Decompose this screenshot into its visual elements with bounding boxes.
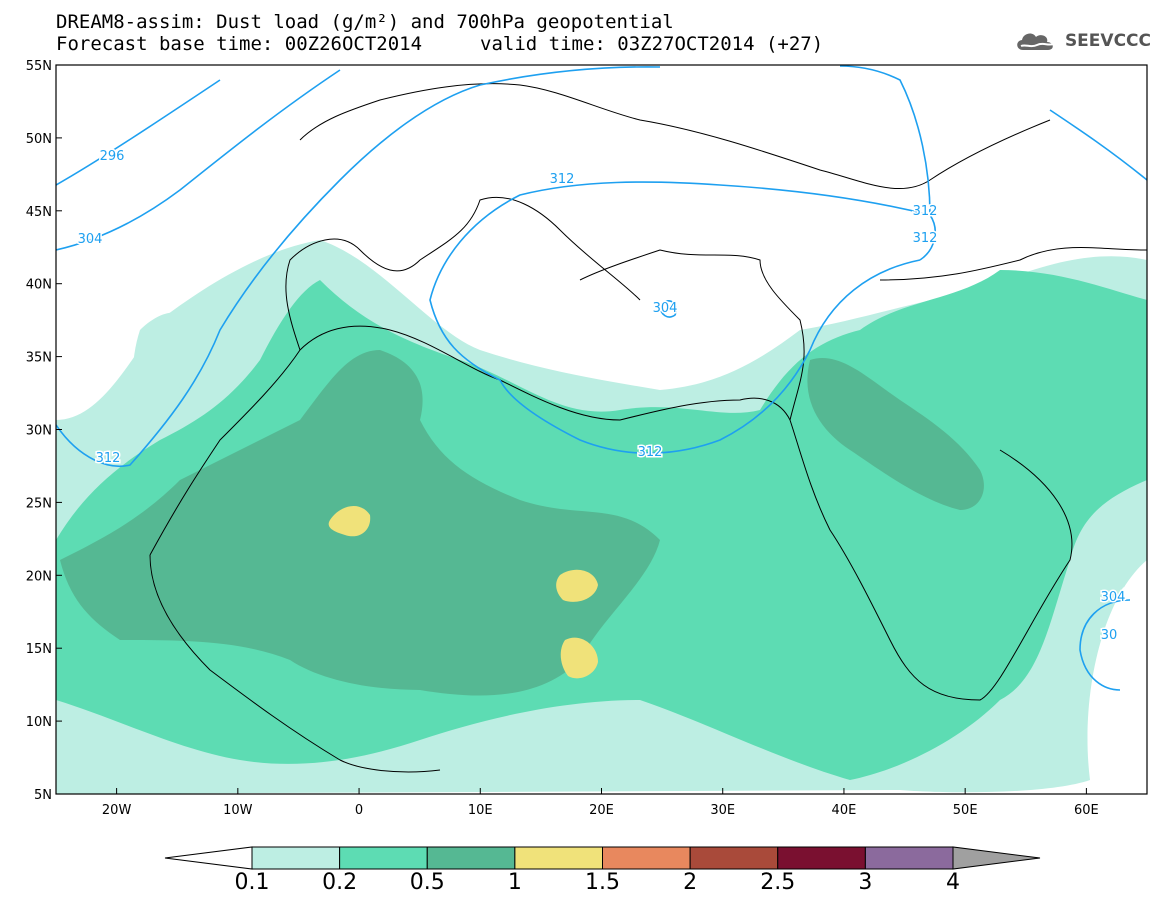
- lon-tick-label: 10E: [468, 803, 493, 818]
- dust-area-1-c: [560, 637, 598, 679]
- contour-label: 312: [638, 445, 663, 460]
- lat-tick-label: 45N: [26, 205, 52, 220]
- colorbar-segment: [426, 846, 516, 870]
- dust-field: [56, 65, 1147, 794]
- seevccc-logo: SEEVCCC: [1013, 28, 1151, 54]
- contour-labels: 296 304 312 312 312 312 304 312 304 30: [76, 148, 1127, 645]
- colorbar-tick-label: 0.1: [234, 870, 270, 895]
- contour-label: 312: [913, 231, 938, 246]
- lon-tick-label: 50E: [953, 803, 978, 818]
- lat-tick-label: 20N: [26, 569, 52, 584]
- map-title: DREAM8-assim: Dust load (g/m²) and 700hP…: [56, 11, 674, 33]
- contour-label: 312: [550, 172, 575, 187]
- lon-tick-label: 40E: [832, 803, 857, 818]
- forecast-base-time: Forecast base time: 00Z26OCT2014: [56, 33, 423, 55]
- colorbar-tick-label: 4: [946, 870, 960, 895]
- dust-area-0-5-east: [807, 358, 984, 510]
- contour-label: 312: [96, 451, 121, 466]
- colorbar-tick-label: 1.5: [585, 870, 620, 895]
- lat-tick-label: 40N: [26, 278, 52, 293]
- lon-tick-label: 0: [355, 803, 363, 818]
- colorbar-segment: [602, 846, 691, 870]
- logo-text: SEEVCCC: [1064, 31, 1151, 51]
- colorbar-under-triangle: [164, 846, 253, 870]
- lat-tick-label: 5N: [34, 788, 52, 803]
- contour-label: 304: [1101, 590, 1126, 605]
- lat-tick-label: 30N: [26, 424, 52, 439]
- colorbar-segment: [864, 846, 954, 870]
- lon-tick-label: 20W: [102, 803, 132, 818]
- lat-tick-label: 15N: [26, 642, 52, 657]
- longitude-ticks: 20W 10W 0 10E 20E 30E 40E 50E 60E: [102, 788, 1099, 818]
- colorbar-segment: [339, 846, 428, 870]
- cloud-icon: [1017, 33, 1054, 50]
- lat-tick-label: 10N: [26, 715, 52, 730]
- colorbar-tick-label: 2: [683, 870, 698, 895]
- valid-time: valid time: 03Z27OCT2014 (+27): [480, 33, 824, 55]
- dust-area-0-1b: [132, 312, 200, 430]
- contour-label: 296: [100, 149, 125, 164]
- lon-tick-label: 60E: [1074, 803, 1099, 818]
- dust-area-1-b: [556, 569, 598, 602]
- colorbar-over-triangle: [952, 846, 1041, 870]
- contour-label: 304: [78, 232, 103, 247]
- colorbar-segment: [777, 846, 866, 870]
- lat-tick-label: 25N: [26, 496, 52, 511]
- geopotential-contours: [56, 65, 1147, 691]
- colorbar-tick-label: 1: [507, 870, 522, 895]
- contour-label: 304: [653, 301, 678, 316]
- colorbar-segment: [689, 846, 779, 870]
- colorbar-tick-label: 0.5: [409, 870, 445, 895]
- colorbar-tick-label: 0.2: [322, 870, 358, 895]
- colorbar: [164, 846, 1041, 870]
- dust-area-1-a: [328, 505, 371, 537]
- lat-tick-label: 55N: [26, 59, 52, 74]
- coastlines: [149, 83, 1147, 773]
- colorbar-tick-label: 3: [858, 870, 873, 895]
- lon-tick-label: 20E: [589, 803, 614, 818]
- contour-label: 312: [913, 204, 938, 219]
- colorbar-tick-label: 2.5: [760, 870, 796, 895]
- colorbar-segment: [514, 846, 603, 870]
- lat-tick-label: 50N: [26, 132, 52, 147]
- colorbar-segment: [251, 846, 341, 870]
- lat-tick-label: 35N: [26, 351, 52, 366]
- lon-tick-label: 10W: [223, 803, 253, 818]
- contour-label: 30: [1101, 628, 1118, 643]
- lon-tick-label: 30E: [710, 803, 735, 818]
- latitude-ticks: 55N 50N 45N 40N 35N 30N 25N 20N 15N 10N 5N: [26, 59, 62, 803]
